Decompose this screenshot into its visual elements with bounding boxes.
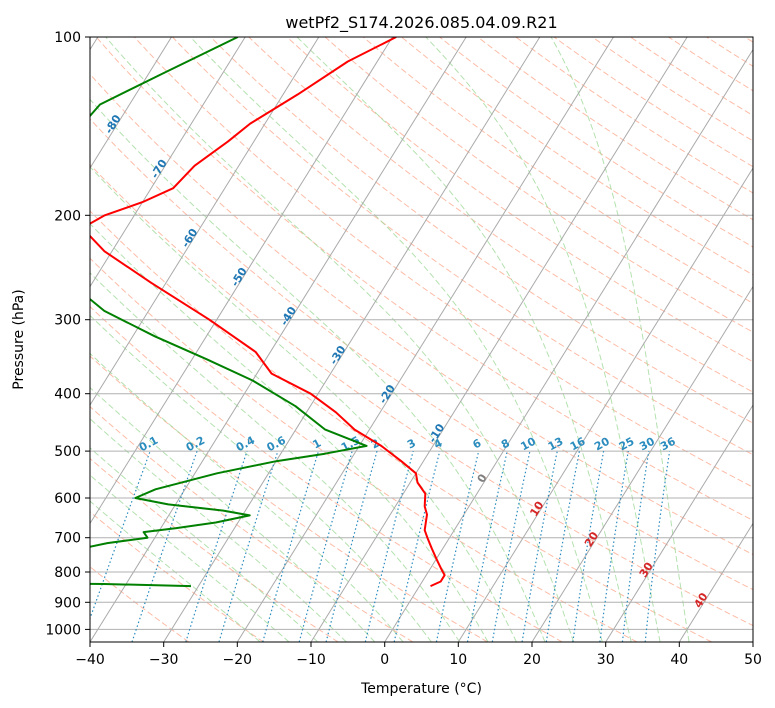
mixing-ratio-line: [599, 451, 629, 642]
mixing-ratio-line: [621, 451, 650, 642]
plot-frame: [89, 36, 754, 643]
mixing-ratio-line: [644, 451, 671, 642]
profile-traces: [90, 37, 446, 588]
mixing-ratio-line: [545, 450, 580, 642]
mixing-ratio-label: 20: [592, 435, 612, 454]
dry-adiabat-line: [362, 37, 753, 304]
x-tick-label: 40: [670, 652, 688, 668]
y-tick-label: 100: [54, 30, 81, 46]
dry-adiabat-line: [90, 73, 753, 556]
y-tick-label: 200: [54, 208, 81, 224]
mixing-ratio-line: [298, 450, 353, 642]
moist-adiabat-line: [90, 352, 404, 642]
plot-area: [90, 37, 753, 642]
mixing-ratio-label: 13: [546, 435, 566, 454]
moist-adiabat-line: [90, 166, 517, 642]
mixing-ratio-line: [185, 450, 248, 642]
isotherm-gridline: [90, 37, 467, 642]
dry-adiabat-line: [133, 37, 753, 488]
x-tick-label: 10: [449, 652, 467, 668]
dry-adiabat-line: [90, 163, 753, 627]
isotherm-gridline: [531, 285, 753, 642]
x-tick-label: −30: [149, 652, 179, 668]
y-tick-label: 700: [54, 531, 81, 547]
moist-adiabat-line: [90, 418, 347, 642]
mixing-ratio-label: 25: [617, 435, 637, 454]
dry-adiabat-line: [209, 37, 753, 424]
y-tick-label: 800: [54, 565, 81, 581]
mixing-ratio-label: 16: [568, 435, 588, 454]
mixing-ratio-line: [131, 450, 198, 642]
y-tick-label: 300: [54, 313, 81, 329]
isotherm-gridline: [236, 37, 615, 642]
y-tick-label: 600: [54, 491, 81, 507]
x-tick-label: −40: [75, 652, 105, 668]
moist-adiabat-line: [90, 500, 261, 642]
moist-adiabat-line: [90, 474, 290, 642]
isotherm-gridline: [457, 167, 753, 642]
dry-adiabat-line: [90, 210, 712, 642]
dry-adiabat-line: [286, 37, 753, 363]
moist-adiabat-line: [550, 37, 690, 642]
y-tick-label: 400: [54, 387, 81, 403]
dewpoint-trace: [90, 37, 368, 588]
mixing-ratio-line: [435, 450, 480, 642]
mixing-ratio-line: [218, 450, 279, 642]
x-tick-label: 50: [744, 652, 762, 668]
temperature-trace: [90, 37, 446, 588]
x-axis-title: Temperature (°C): [360, 681, 482, 697]
dry-adiabat-line: [90, 257, 638, 642]
isotherm-gridline: [310, 37, 688, 642]
isotherm-gridline: [384, 48, 753, 642]
background-lines: [90, 37, 753, 642]
isotherm-gridline: [90, 37, 394, 525]
mixing-ratio-line: [393, 450, 441, 642]
moist-adiabat-line: [90, 447, 319, 642]
mixing-ratio-label: 30: [637, 435, 657, 454]
chart-title: wetPf2_S174.2026.085.04.09.R21: [285, 13, 557, 33]
moist-adiabat-line: [90, 272, 461, 642]
moist-adiabat-line: [90, 314, 432, 642]
y-tick-label: 500: [54, 444, 81, 460]
mixing-ratio-line: [521, 450, 558, 642]
mixing-ratio-line: [325, 450, 378, 642]
mixing-ratio-line: [572, 450, 605, 642]
mixing-ratio-label: 10: [518, 435, 538, 454]
y-tick-label: 1000: [45, 622, 81, 638]
x-tick-label: 0: [380, 652, 389, 668]
isotherm-gridline: [605, 404, 753, 642]
mixing-ratio-line: [466, 450, 508, 642]
y-tick-label: 900: [54, 595, 81, 611]
isotherm-gridline: [163, 37, 541, 642]
moist-adiabat-line: [190, 37, 603, 642]
axes: −40 −30 −20 −10 0 10 20 30 40 50 100 200 300 400 500 60…: [45, 30, 762, 668]
dry-adiabat-line: [90, 355, 488, 642]
moist-adiabat-line: [425, 37, 661, 642]
moist-adiabat-line: [296, 37, 632, 642]
mixing-ratio-line: [262, 450, 320, 642]
dry-adiabat-line: [90, 118, 753, 591]
moist-adiabat-line: [105, 37, 575, 642]
isotherm-gridline: [90, 37, 320, 407]
mixing-ratio-line: [491, 450, 531, 642]
isotherm-gridline: [90, 37, 246, 288]
x-tick-label: 20: [523, 652, 541, 668]
dry-adiabat-line: [90, 305, 563, 642]
x-tick-label: −20: [223, 652, 253, 668]
mixing-ratio-line: [364, 450, 414, 642]
x-tick-label: −10: [296, 652, 326, 668]
moist-adiabat-line: [90, 223, 489, 642]
moist-adiabat-line: [90, 98, 546, 642]
x-tick-label: 30: [597, 652, 615, 668]
y-axis-title: Pressure (hPa): [11, 289, 27, 389]
mixing-ratio-line: [90, 450, 151, 621]
mixing-ratio-label: 36: [658, 435, 678, 454]
